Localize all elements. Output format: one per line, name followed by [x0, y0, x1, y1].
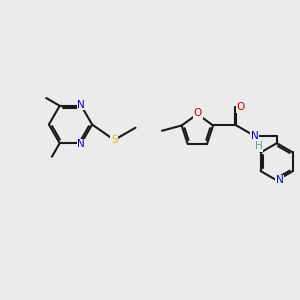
Text: N: N — [77, 100, 85, 110]
Text: O: O — [194, 109, 202, 118]
Text: N: N — [251, 131, 258, 141]
Text: O: O — [237, 102, 245, 112]
Text: S: S — [111, 135, 118, 145]
Text: N: N — [77, 140, 85, 149]
Text: H: H — [255, 141, 262, 151]
Text: N: N — [276, 176, 284, 185]
